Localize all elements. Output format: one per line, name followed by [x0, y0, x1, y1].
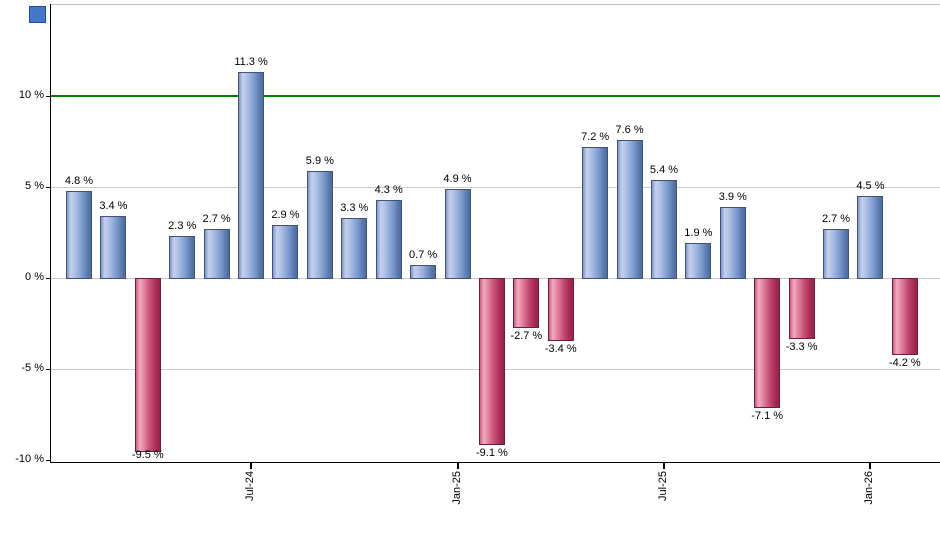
x-axis-tick-label: Jan-26 [863, 471, 876, 505]
bar-value-label: 0.7 % [409, 249, 438, 262]
bar-value-label: 7.6 % [615, 123, 644, 136]
bar-value-label: 4.9 % [443, 172, 472, 185]
bar-value-label: 2.9 % [271, 209, 300, 222]
bar-value-label: -9.5 % [131, 449, 164, 461]
bar-positive [823, 228, 850, 279]
y-axis-tick [46, 96, 50, 97]
bar-positive [100, 216, 127, 279]
y-axis-tick [46, 278, 50, 279]
bar-value-label: 4.8 % [64, 174, 94, 187]
bar-positive [685, 243, 712, 279]
bar-positive [203, 228, 230, 279]
y-axis-tick-label: -5 % [21, 362, 44, 374]
bar-positive [444, 188, 471, 279]
bar-value-label: -3.3 % [785, 341, 818, 354]
bar-negative [134, 278, 161, 452]
bar-value-label: 5.4 % [649, 163, 679, 176]
y-axis-tick-label: 10 % [18, 89, 44, 101]
y-axis-tick [46, 369, 50, 370]
x-axis-tick-label: Jul-24 [244, 471, 257, 501]
bar-negative [788, 278, 815, 340]
bar-positive [375, 199, 402, 279]
bar-negative [478, 278, 505, 445]
bar-positive [238, 72, 265, 279]
gridline [51, 187, 940, 188]
x-axis-tick [456, 462, 459, 469]
bar-value-label: -9.1 % [476, 446, 508, 459]
x-axis-tick [869, 462, 872, 469]
bar-positive [341, 217, 368, 279]
y-axis-tick-label: 0 % [25, 271, 44, 283]
bar-value-label: 11.3 % [234, 56, 268, 69]
y-axis-line [50, 4, 51, 462]
bar-value-label: 2.3 % [168, 220, 197, 233]
bar-positive [272, 225, 299, 279]
bar-positive [650, 179, 677, 279]
bar-positive [410, 265, 437, 279]
y-axis-tick [46, 187, 50, 188]
bar-negative [513, 278, 540, 329]
bar-value-label: 3.3 % [340, 201, 369, 214]
y-axis-tick [46, 460, 50, 461]
bar-negative [754, 278, 781, 409]
bar-value-label: 3.9 % [718, 191, 747, 204]
y-axis-tick-label: -10 % [15, 453, 44, 465]
bar-positive [169, 236, 196, 279]
plot-top-border [50, 4, 940, 5]
bar-positive [857, 196, 884, 279]
bar-value-label: -3.4 % [544, 342, 577, 355]
x-axis-line [50, 462, 940, 463]
bar-negative [547, 278, 574, 341]
bar-value-label: -7.1 % [751, 410, 784, 423]
bar-positive [616, 139, 643, 279]
bar-positive [719, 207, 746, 279]
bar-value-label: 4.3 % [374, 183, 403, 196]
x-axis-tick-label: Jul-25 [656, 471, 669, 501]
bar-positive [66, 190, 92, 279]
corner-marker-icon [29, 6, 46, 23]
bar-value-label: 5.9 % [305, 154, 334, 167]
bar-value-label: -2.7 % [510, 330, 543, 343]
x-axis-tick [662, 462, 665, 469]
x-axis-tick-label: Jan-25 [450, 471, 463, 505]
bar-value-label: 4.5 % [856, 180, 885, 193]
bar-value-label: 3.4 % [99, 200, 128, 213]
bar-positive [306, 170, 333, 279]
bar-value-label: 2.7 % [202, 212, 231, 225]
bar-value-label: 7.2 % [581, 130, 610, 143]
bar-value-label: -4.2 % [888, 357, 921, 370]
bar-value-label: 1.9 % [684, 227, 713, 240]
reference-line-10pct [51, 95, 940, 97]
bar-positive [582, 146, 609, 279]
bar-value-label: 2.7 % [821, 212, 851, 225]
x-axis-tick [250, 462, 253, 469]
y-axis-tick-label: 5 % [25, 180, 44, 192]
bar-negative [891, 278, 918, 356]
